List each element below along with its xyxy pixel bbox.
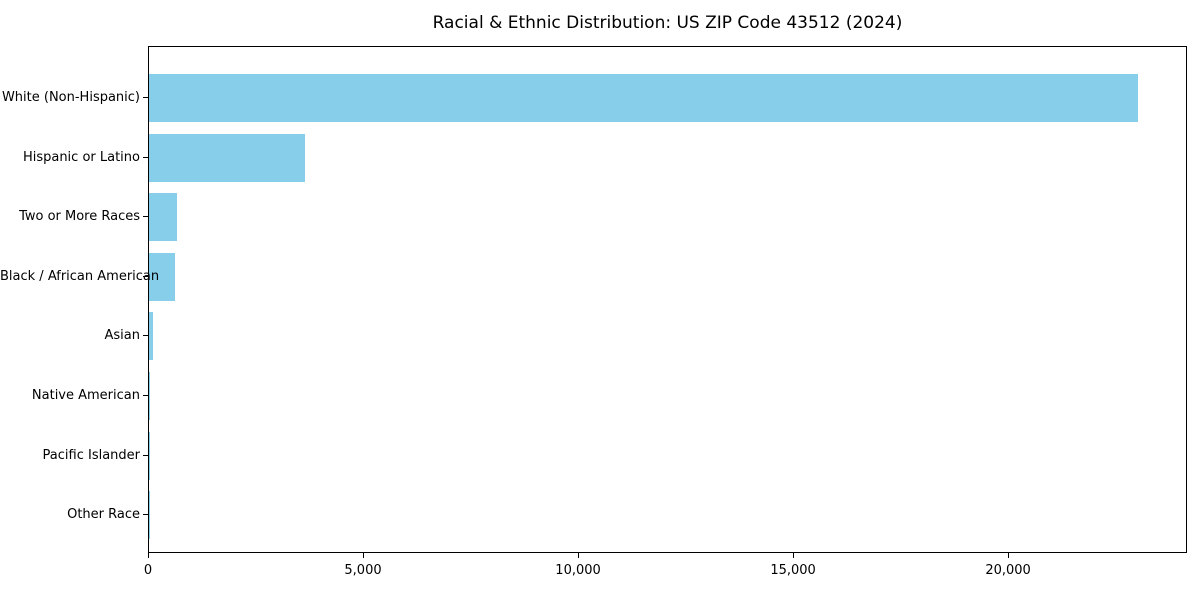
x-tick xyxy=(577,553,579,558)
x-tick-label: 0 xyxy=(143,563,153,578)
y-tick xyxy=(143,275,148,277)
y-tick xyxy=(143,454,148,456)
y-tick xyxy=(143,514,148,516)
x-tick xyxy=(362,553,364,558)
y-tick xyxy=(143,216,148,218)
y-tick-label: Other Race xyxy=(67,507,140,523)
y-tick-label: Pacific Islander xyxy=(42,447,140,463)
y-tick xyxy=(143,395,148,396)
x-tick xyxy=(147,553,149,558)
bar xyxy=(149,372,151,420)
y-tick-label: Asian xyxy=(104,328,140,344)
bar xyxy=(149,252,176,301)
x-tick-label: 5,000 xyxy=(344,563,382,578)
bar xyxy=(149,74,1139,122)
y-tick xyxy=(143,335,148,337)
chart-title: Racial & Ethnic Distribution: US ZIP Cod… xyxy=(432,13,903,33)
x-tick xyxy=(1007,553,1009,558)
bar xyxy=(149,193,177,242)
plot-area xyxy=(148,46,1187,553)
y-tick-label: Two or More Races xyxy=(19,209,140,225)
x-tick xyxy=(792,553,794,558)
y-tick-label: Native American xyxy=(31,388,140,403)
x-tick-label: 20,000 xyxy=(985,563,1031,578)
bar xyxy=(149,312,154,361)
y-tick-label: Black / African American xyxy=(0,268,160,284)
x-tick-label: 10,000 xyxy=(555,563,601,578)
y-tick xyxy=(143,97,148,98)
bar xyxy=(149,431,150,480)
y-tick-label: White (Non-Hispanic) xyxy=(1,90,140,105)
bar xyxy=(149,133,305,182)
x-tick-label: 15,000 xyxy=(770,563,816,578)
y-tick xyxy=(143,156,148,158)
y-tick-label: Hispanic or Latino xyxy=(22,149,140,165)
